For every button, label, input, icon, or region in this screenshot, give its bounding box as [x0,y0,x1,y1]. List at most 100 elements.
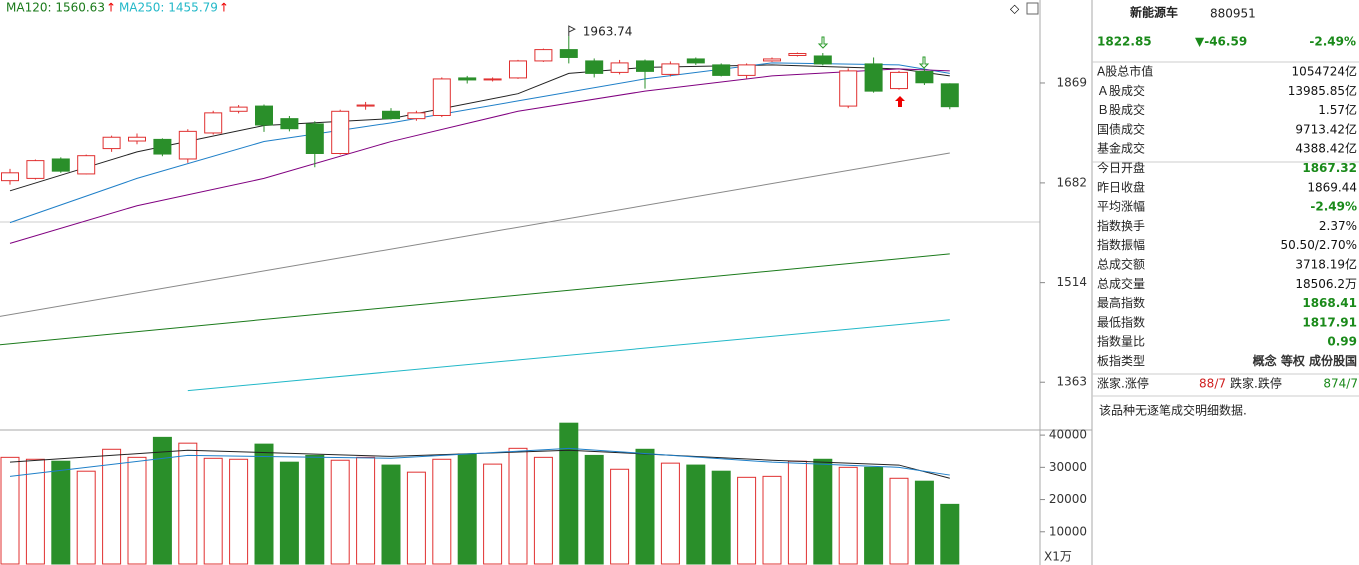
volume-bar [25,458,45,565]
row-value: 4388.42亿 [1295,141,1357,156]
ma-line [0,253,950,346]
volume-bar [559,422,579,565]
candle-body [153,138,172,155]
volume-bar [813,458,833,565]
volume-bar [635,448,655,565]
row-label: 最低指数 [1097,314,1145,329]
volume-bar [711,470,731,565]
y-tick-label: 1869 [1056,75,1087,89]
candle-body [229,106,248,112]
ma-line [9,449,950,479]
volume-bar [305,454,325,565]
row-value: 1.57亿 [1318,102,1357,117]
row-label: 总成交量 [1097,276,1145,291]
row-value: 2.37% [1319,219,1357,233]
candle-body [610,62,629,73]
ma-line [9,62,950,224]
candle-body [890,71,908,90]
candle-body [763,58,781,62]
volume-bar [356,456,376,565]
row-value: 1817.91 [1302,315,1357,329]
volume-bar [457,453,477,565]
ma-line [0,152,950,317]
change-pct: -2.49% [1309,35,1356,49]
volume-bar [584,454,604,565]
row-label: Ｂ股成交 [1097,102,1145,117]
volume-bar [102,448,122,565]
volume-bar [432,458,452,565]
volume-bar [686,464,706,565]
breadth-value: 874/7 [1323,377,1358,391]
stock-name: 新能源车 [1130,5,1178,20]
peak-label: 1963.74 [583,25,633,39]
volume-bar [914,480,934,565]
candle-body [940,83,959,108]
candle-body [432,78,451,116]
icon[interactable]: ◇ [1010,2,1020,16]
volume-bar [406,471,426,565]
volume-bar [787,460,807,565]
candle-body [661,63,680,75]
ma-line [9,64,950,192]
ma-line [9,68,950,244]
candle-body [331,110,350,154]
candle-body [407,112,426,120]
candle-body [636,60,654,72]
volume-bar [508,447,528,565]
row-label: 板指类型 [1097,353,1145,368]
candle-body [26,160,45,179]
candle-body [305,123,324,154]
breadth-label: 跌家.跌停 [1230,376,1282,391]
volume-bar [737,476,757,565]
volume-bar [762,475,782,565]
row-value: 13985.85亿 [1288,83,1357,98]
icon[interactable] [1026,2,1039,15]
volume-bar [51,460,71,565]
y-tick-label: 30000 [1049,460,1087,474]
breadth-label: 涨家.涨停 [1097,376,1149,391]
candle-body [483,78,502,81]
candle-body [128,136,146,142]
volume-bar [330,459,350,565]
candle-body [77,155,96,175]
y-tick-label: 10000 [1049,524,1087,538]
volume-bar [483,463,503,565]
change: ▼-46.59 [1195,35,1247,49]
y-tick-label: 1514 [1056,275,1087,289]
candle-body [813,55,832,65]
row-label: 指数换手 [1097,218,1145,233]
row-label: 最高指数 [1097,295,1145,310]
signal-arrow [817,36,829,49]
legend-entry: MA120: 1560.63 [6,1,105,15]
volume-bar [533,456,553,565]
row-label: 指数量比 [1097,334,1145,349]
candle-body [382,110,400,120]
legend-arrow: ↑ [219,1,229,15]
unit-label: X1万 [1044,550,1072,564]
candle-body [1,172,19,182]
candle-body [204,112,223,134]
volume-bar [0,456,20,565]
volume-bar [229,458,249,565]
volume-bar [76,470,96,565]
signal-arrow [918,56,930,69]
candle-body [356,104,375,107]
row-label: 总成交额 [1097,257,1145,272]
y-tick-label: 20000 [1049,492,1087,506]
y-tick-label: 1363 [1056,375,1087,389]
candle-body [458,77,477,81]
y-tick-label: 1682 [1056,175,1087,189]
row-label: Ａ股成交 [1097,83,1145,98]
volume-bar [610,468,630,565]
row-value: 50.50/2.70% [1280,238,1357,252]
breadth-value: 88/7 [1199,377,1226,391]
row-value: 1868.41 [1302,296,1357,310]
row-value: -2.49% [1310,200,1357,214]
peak-flag [568,25,576,37]
volume-bar [381,464,401,565]
legend-entry: MA250: 1455.79 [119,1,218,15]
candle-body [686,58,705,64]
volume-bar [254,443,274,565]
candle-body [839,70,858,107]
candle-body [255,105,273,126]
